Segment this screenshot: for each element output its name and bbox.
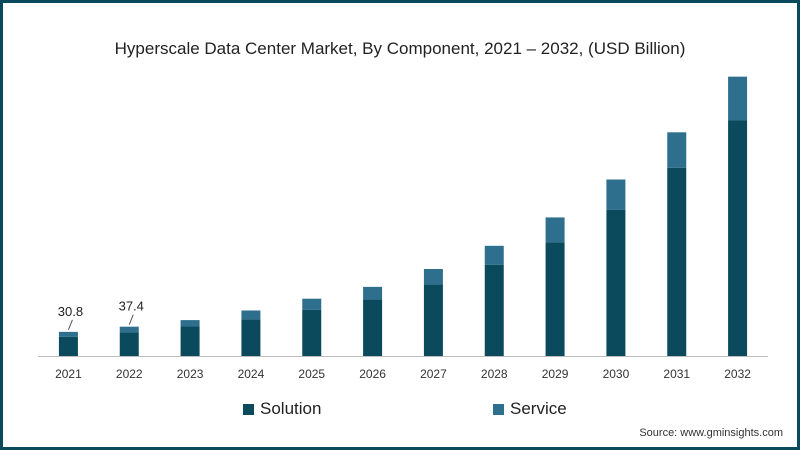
bar-chart: 2021 30.8 2022 37.4 2023 2024 2025 2026 2027 2028… [38, 76, 768, 381]
x-tick-label-2029: 2029 [542, 367, 569, 381]
bar-service-2022 [119, 326, 139, 333]
data-label-leader-2022 [128, 314, 134, 325]
bar-solution-2028 [484, 264, 504, 356]
x-tick-label-2031: 2031 [663, 367, 690, 381]
x-tick-label-2023: 2023 [177, 367, 204, 381]
bar-solution-2024 [241, 319, 261, 356]
x-tick-label-2026: 2026 [359, 367, 386, 381]
bar-service-2027 [423, 269, 443, 285]
bar-solution-2031 [667, 167, 687, 356]
chart-title: Hyperscale Data Center Market, By Compon… [114, 39, 686, 58]
bar-service-2032 [728, 76, 748, 121]
x-tick-label-2025: 2025 [298, 367, 325, 381]
legend-item-service: Service [493, 399, 567, 419]
bar-service-2030 [606, 179, 626, 210]
x-tick-label-2021: 2021 [55, 367, 82, 381]
bar-service-2023 [180, 320, 200, 327]
x-tick-label-2030: 2030 [603, 367, 630, 381]
x-tick-label-2024: 2024 [238, 367, 265, 381]
bar-service-2021 [58, 331, 78, 337]
data-label-2021: 30.8 [58, 304, 83, 319]
data-label-leader-2021 [67, 319, 73, 331]
legend-swatch-service [493, 403, 504, 415]
x-tick-label-2032: 2032 [724, 367, 751, 381]
data-label-2022: 37.4 [119, 299, 144, 314]
legend-label-service: Service [510, 399, 567, 418]
bar-solution-2025 [302, 309, 322, 356]
bar-solution-2023 [180, 326, 200, 356]
x-tick-label-2022: 2022 [116, 367, 143, 381]
bar-service-2029 [545, 217, 565, 243]
x-tick-label-2027: 2027 [420, 367, 447, 381]
bar-solution-2032 [728, 120, 748, 356]
legend-item-solution: Solution [243, 399, 321, 419]
bar-solution-2026 [363, 299, 383, 356]
bar-service-2031 [667, 132, 687, 168]
legend-swatch-solution [243, 403, 254, 415]
legend: Solution Service [3, 399, 797, 419]
x-tick-label-2028: 2028 [481, 367, 508, 381]
bar-service-2025 [302, 298, 322, 310]
bar-service-2026 [363, 286, 383, 300]
bar-service-2024 [241, 310, 261, 320]
bar-solution-2030 [606, 209, 626, 356]
bar-solution-2021 [58, 336, 78, 356]
source-note: Source: www.gminsights.com [639, 427, 783, 439]
legend-label-solution: Solution [260, 399, 322, 418]
bar-solution-2022 [119, 332, 139, 356]
bar-solution-2029 [545, 242, 565, 356]
bar-solution-2027 [423, 284, 443, 356]
bar-service-2028 [484, 245, 504, 265]
